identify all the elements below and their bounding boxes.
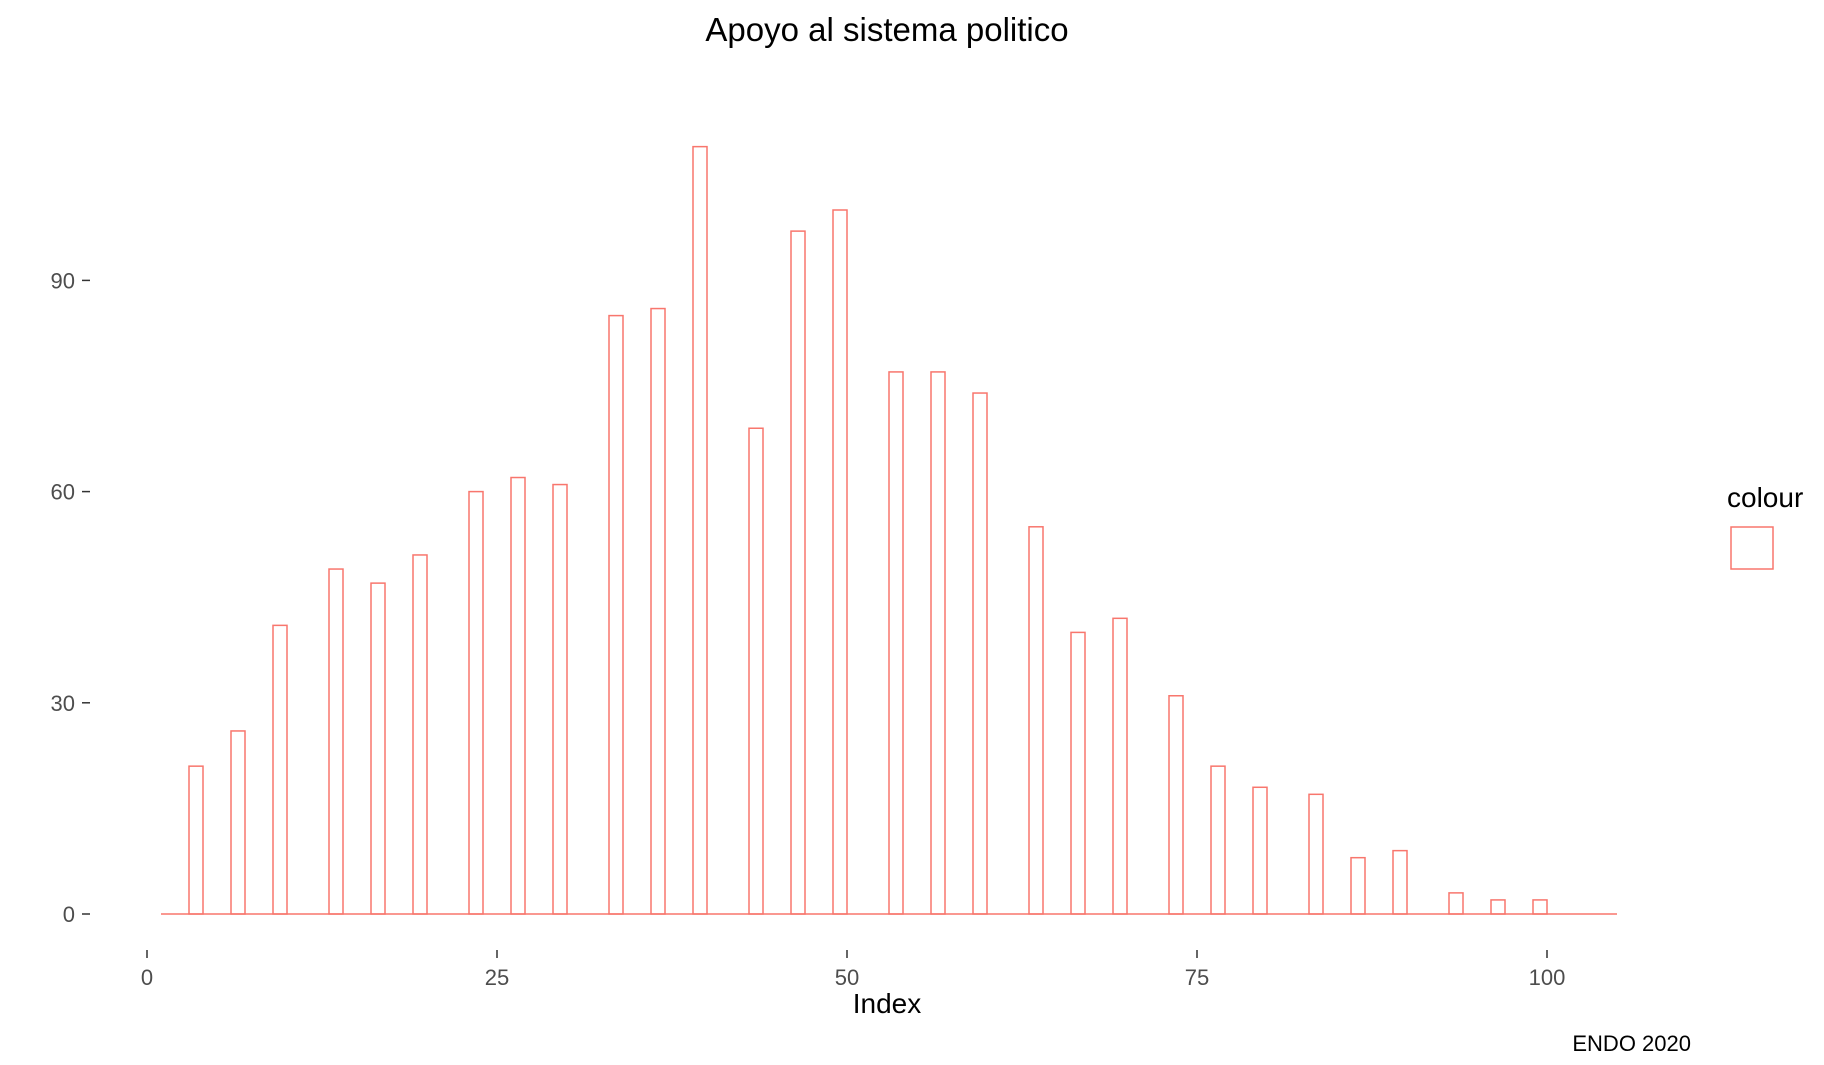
bar: [692, 145, 708, 915]
caption: ENDO 2020: [1572, 1031, 1691, 1056]
bar: [468, 490, 484, 915]
bar: [1252, 786, 1268, 915]
bars: [161, 145, 1617, 915]
bar: [650, 307, 666, 915]
bar: [1490, 899, 1506, 915]
bar: [552, 483, 568, 915]
bar: [930, 371, 946, 915]
bar: [790, 230, 806, 915]
bar: [888, 371, 904, 915]
x-tick-label: 25: [485, 965, 509, 990]
y-tick-label: 0: [63, 902, 75, 927]
bar: [272, 624, 288, 915]
y-tick-label: 90: [51, 268, 75, 293]
bar: [510, 476, 526, 915]
bar: [1168, 695, 1184, 915]
bar: [1532, 899, 1548, 915]
bar: [328, 568, 344, 915]
x-tick-label: 100: [1529, 965, 1566, 990]
bar: [370, 582, 386, 915]
bar: [748, 427, 764, 915]
bar: [1350, 856, 1366, 915]
bar: [1448, 892, 1464, 915]
bar: [1112, 617, 1128, 915]
x-tick-label: 75: [1185, 965, 1209, 990]
legend-title: colour: [1727, 482, 1803, 513]
bar: [230, 730, 246, 915]
x-tick-label: 0: [141, 965, 153, 990]
bar: [608, 314, 624, 915]
legend: colour: [1727, 482, 1803, 570]
bar: [412, 554, 428, 915]
y-tick-label: 60: [51, 480, 75, 505]
x-axis-title: Index: [853, 988, 922, 1019]
bar: [1070, 631, 1086, 915]
bar: [188, 765, 204, 915]
bar: [1392, 849, 1408, 915]
y-tick-label: 30: [51, 691, 75, 716]
bar: [1028, 526, 1044, 915]
x-tick-label: 50: [835, 965, 859, 990]
bar: [972, 392, 988, 915]
bar: [832, 209, 848, 915]
bar: [1308, 793, 1324, 915]
bar: [1210, 765, 1226, 915]
chart-title: Apoyo al sistema politico: [705, 11, 1068, 48]
legend-key: [1730, 526, 1774, 570]
x-axis: 0 25 50 75 100: [141, 950, 1565, 990]
y-axis: 0 30 60 90: [51, 268, 90, 927]
